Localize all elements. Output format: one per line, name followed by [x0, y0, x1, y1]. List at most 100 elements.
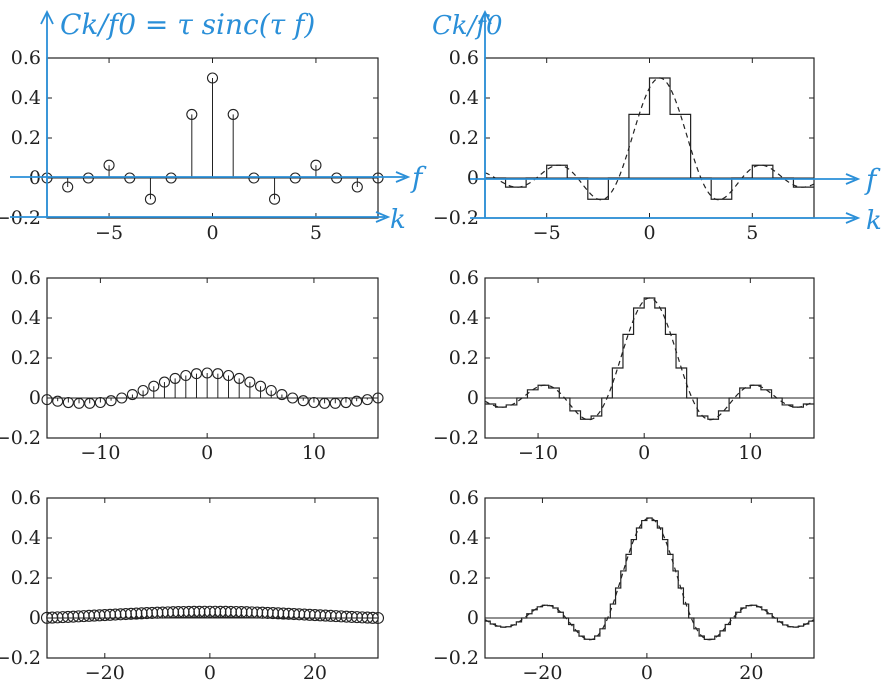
y-tick-label: −0.2 — [433, 207, 479, 229]
y-tick-label: 0.4 — [449, 87, 479, 109]
chart-bottom-left: −0.2 0 0.2 0.4 0.6 −20 0 20 — [0, 487, 385, 684]
annotation-right-f-arrowhead — [845, 173, 861, 185]
y-tick-label: −0.2 — [0, 427, 41, 449]
x-tick-label: 0 — [204, 662, 216, 684]
y-tick-label: −0.2 — [433, 647, 479, 669]
y-tick-label: 0.2 — [11, 567, 41, 589]
stem-marker — [212, 368, 224, 380]
stem-marker — [124, 172, 136, 184]
stem-marker — [148, 380, 160, 392]
x-tick-label: 0 — [643, 222, 655, 244]
stem-marker — [331, 172, 343, 184]
x-tick-label: 5 — [310, 222, 322, 244]
y-tick-label: 0 — [467, 167, 479, 189]
plot-frame — [46, 497, 379, 659]
y-tick-label: 0 — [467, 607, 479, 629]
annotation-right-k-label: k — [866, 206, 882, 236]
annotation-left-k-arrowhead — [375, 211, 391, 223]
stem-marker — [190, 368, 203, 380]
y-tick-label: 0.6 — [449, 47, 479, 69]
annotation-right-k-arrowhead — [845, 212, 861, 224]
plot-frame — [46, 277, 379, 439]
x-tick-label: −10 — [80, 442, 120, 464]
plot-frame — [484, 497, 815, 659]
chart-middle-right: −0.2 0 0.2 0.4 0.6 −10 0 10 — [433, 267, 815, 464]
x-tick-label: 0 — [206, 222, 218, 244]
x-tick-label: −5 — [95, 222, 123, 244]
staircase-line — [485, 517, 814, 640]
stem-marker — [227, 108, 239, 120]
stem-marker — [41, 394, 53, 406]
y-tick-label: 0.6 — [11, 267, 41, 289]
annotation-left-arrowhead — [40, 9, 54, 25]
y-tick-label: −0.2 — [0, 207, 41, 229]
annotation-left-k-label: k — [390, 205, 406, 235]
x-tick-label: 0 — [638, 442, 650, 464]
y-tick-label: 0.4 — [11, 307, 41, 329]
y-tick-label: 0.4 — [11, 87, 41, 109]
y-tick-label: 0 — [467, 387, 479, 409]
stem-marker — [351, 181, 363, 193]
sinc-envelope-line — [484, 517, 815, 641]
stem-marker — [351, 395, 363, 407]
annotation-right-label: Ck/f0 — [432, 11, 503, 41]
y-tick-label: −0.2 — [0, 647, 41, 669]
annotation-right-f-label: f — [864, 163, 881, 196]
stem-marker — [233, 372, 245, 384]
y-tick-label: 0.4 — [449, 527, 479, 549]
stem-marker — [340, 396, 352, 409]
stem-marker — [144, 193, 156, 205]
stem-marker — [289, 172, 301, 184]
stem-marker — [169, 372, 181, 384]
stem-marker — [201, 367, 213, 379]
stem-marker — [371, 611, 385, 625]
x-tick-label: 20 — [739, 662, 763, 684]
chart-top-left: −0.2 0 0.2 0.4 0.6 −5 0 5 — [0, 47, 384, 244]
stem-marker — [105, 395, 117, 407]
stem-marker — [361, 394, 373, 406]
x-tick-label: −5 — [533, 222, 561, 244]
x-tick-label: −20 — [522, 662, 562, 684]
stem-marker — [73, 397, 85, 409]
y-tick-label: 0 — [29, 387, 41, 409]
stem-marker — [52, 395, 64, 407]
stem-marker — [287, 392, 299, 404]
y-tick-label: 0.4 — [449, 307, 479, 329]
staircase-line — [485, 77, 814, 200]
y-tick-label: −0.2 — [433, 427, 479, 449]
y-tick-label: 0.2 — [449, 567, 479, 589]
panels-group: −0.200.20.40.6−5 0 5−0.200.20.40.6−5 0 5−0.2… — [0, 47, 815, 684]
chart-top-right: −0.2 0 0.2 0.4 0.6 −5 0 5 — [433, 47, 815, 244]
stem-marker — [269, 193, 281, 205]
y-tick-label: 0.2 — [449, 347, 479, 369]
stem-marker — [222, 369, 235, 382]
stem-marker — [254, 380, 267, 392]
stem-marker — [62, 396, 74, 409]
stem-marker — [62, 181, 74, 193]
annotation-left-formula: Ck/f0 = τ sinc(τ f) — [60, 8, 315, 41]
stem-marker — [103, 159, 115, 171]
stem-marker — [319, 397, 331, 409]
stem-marker — [94, 396, 106, 409]
chart-bottom-right: −0.2 0 0.2 0.4 0.6 −20 0 20 — [433, 487, 815, 684]
stem-marker — [276, 388, 288, 401]
stem-marker — [366, 611, 379, 624]
y-tick-label: 0.6 — [11, 487, 41, 509]
annotation-right-arrowhead — [478, 9, 492, 25]
x-tick-label: 0 — [641, 662, 653, 684]
sinc-envelope-line — [484, 77, 815, 201]
stem-marker — [265, 384, 277, 397]
x-tick-label: 20 — [303, 662, 327, 684]
y-tick-label: 0.2 — [449, 127, 479, 149]
stem-marker — [308, 396, 320, 409]
y-tick-label: 0.4 — [11, 527, 41, 549]
stem-marker — [137, 384, 149, 397]
x-tick-label: −10 — [518, 442, 558, 464]
x-tick-label: 10 — [738, 442, 762, 464]
y-tick-label: 0.6 — [11, 47, 41, 69]
x-tick-label: 10 — [302, 442, 326, 464]
y-tick-label: 0.2 — [11, 347, 41, 369]
stem-marker — [244, 376, 256, 388]
stem-marker — [82, 172, 94, 184]
annotation-left-f-label: f — [410, 161, 427, 194]
